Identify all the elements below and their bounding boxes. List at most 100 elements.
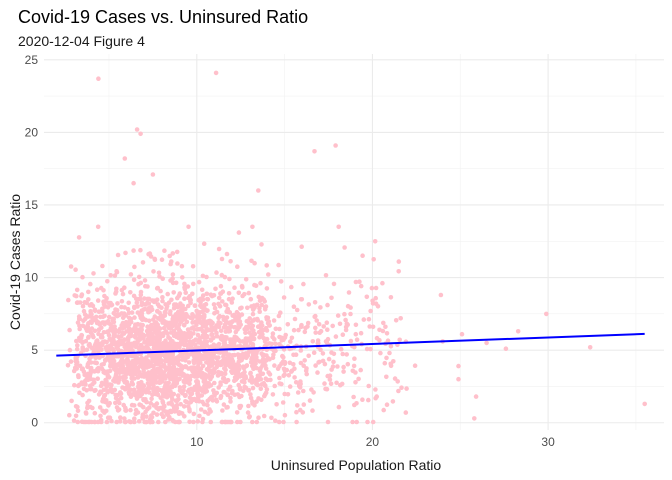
data-point <box>143 409 148 415</box>
data-point <box>94 287 100 293</box>
data-point <box>226 291 232 296</box>
data-point <box>105 279 110 284</box>
data-point <box>254 419 260 425</box>
data-point <box>160 414 166 420</box>
data-point <box>183 358 188 363</box>
data-point <box>158 288 163 294</box>
data-point <box>201 304 206 310</box>
data-point <box>224 315 230 320</box>
data-point <box>74 287 80 293</box>
data-point <box>237 394 242 400</box>
y-tick-label: 25 <box>25 53 39 67</box>
data-point <box>128 394 134 400</box>
data-point <box>209 363 215 368</box>
data-point <box>233 318 239 323</box>
data-point <box>343 317 348 323</box>
data-point <box>198 386 203 391</box>
data-point <box>182 296 187 302</box>
data-point <box>257 373 262 379</box>
data-point <box>246 403 251 409</box>
data-point <box>214 309 220 315</box>
data-point <box>201 356 206 362</box>
data-point <box>126 345 131 350</box>
data-point <box>186 379 192 385</box>
x-axis-ticks: 10 20 30 <box>190 435 555 449</box>
data-point <box>176 310 181 316</box>
data-point <box>173 398 179 404</box>
data-point <box>257 298 263 304</box>
data-point <box>215 373 221 378</box>
data-point <box>302 358 308 363</box>
data-point <box>95 376 100 382</box>
data-point <box>373 301 379 307</box>
data-point <box>216 355 221 360</box>
x-tick-label: 30 <box>541 435 555 449</box>
data-point <box>151 383 156 389</box>
data-point <box>178 367 184 372</box>
data-point <box>105 415 111 421</box>
data-point <box>157 310 162 316</box>
data-point <box>144 414 149 419</box>
data-point <box>101 302 107 307</box>
data-point <box>163 409 169 415</box>
data-point <box>333 143 338 148</box>
data-point <box>178 401 183 407</box>
data-point <box>302 329 308 335</box>
data-point <box>366 316 372 322</box>
data-point <box>327 377 333 382</box>
data-point <box>225 308 231 314</box>
data-point <box>325 419 331 425</box>
data-point <box>146 328 152 333</box>
data-point <box>157 344 163 350</box>
data-point <box>123 408 129 413</box>
data-point <box>140 414 145 420</box>
data-point <box>168 330 174 335</box>
data-point <box>254 365 259 371</box>
data-point <box>306 302 312 307</box>
data-point <box>353 279 359 285</box>
data-point <box>222 341 228 346</box>
data-point <box>396 259 402 264</box>
data-point <box>80 274 85 280</box>
data-point <box>239 283 245 289</box>
data-point <box>348 311 353 317</box>
data-point <box>155 285 161 291</box>
data-point <box>97 405 103 410</box>
data-point <box>68 359 74 364</box>
data-point <box>250 419 255 425</box>
data-point <box>74 338 79 344</box>
data-point <box>315 341 321 346</box>
data-point <box>109 382 114 388</box>
data-point <box>118 390 123 395</box>
data-point <box>322 381 327 386</box>
data-point <box>191 281 196 287</box>
data-point <box>247 316 252 321</box>
data-point <box>228 340 233 345</box>
data-point <box>107 343 113 349</box>
data-point <box>184 331 190 337</box>
data-point <box>179 304 184 310</box>
data-point <box>81 308 87 314</box>
data-point <box>166 380 171 386</box>
data-point <box>544 311 549 317</box>
data-point <box>101 320 106 325</box>
data-point <box>179 316 184 321</box>
data-point <box>195 391 200 396</box>
data-point <box>75 408 81 414</box>
data-point <box>365 419 370 425</box>
y-tick-label: 15 <box>25 198 39 212</box>
data-point <box>341 364 346 370</box>
data-point <box>380 328 386 334</box>
data-point <box>229 300 235 305</box>
data-point <box>99 285 104 291</box>
data-point <box>320 351 326 356</box>
data-point <box>330 364 336 369</box>
data-point <box>128 364 133 370</box>
data-point <box>301 388 306 394</box>
data-point <box>198 360 203 365</box>
data-point <box>337 321 343 327</box>
data-point <box>94 368 99 373</box>
data-point <box>210 320 215 326</box>
data-point <box>145 381 151 386</box>
data-point <box>169 384 175 390</box>
